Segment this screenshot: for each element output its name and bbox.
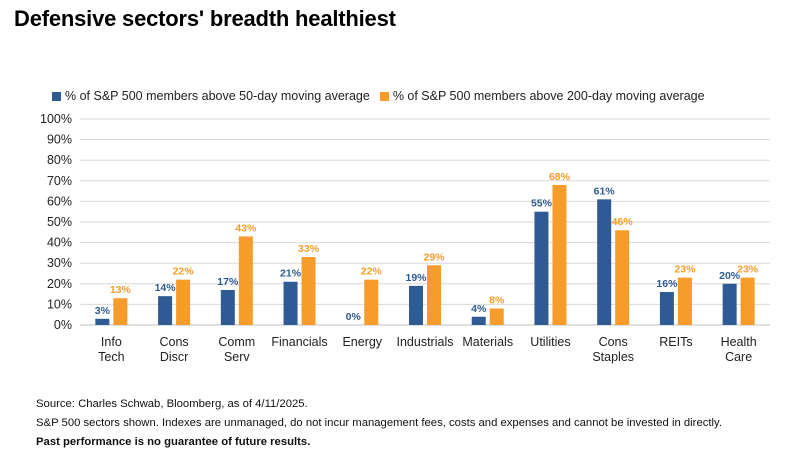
bar-50day (659, 292, 674, 325)
x-tick-label: Financials (271, 335, 327, 349)
y-tick-label: 40% (47, 236, 72, 250)
x-tick-label: Cons (159, 335, 188, 349)
data-label-200day: 23% (737, 264, 759, 276)
x-tick-label: REITs (659, 335, 692, 349)
data-label-200day: 68% (549, 171, 571, 183)
bar-50day (534, 211, 549, 325)
chart-legend: % of S&P 500 members above 50-day moving… (52, 89, 715, 103)
data-label-50day: 16% (656, 278, 678, 290)
y-tick-label: 0% (54, 318, 72, 332)
disclaimer-note: S&P 500 sectors shown. Indexes are unman… (36, 417, 722, 429)
x-tick-label: Staples (592, 350, 634, 364)
bar-200day (364, 279, 379, 325)
data-label-50day: 17% (217, 276, 239, 288)
data-label-50day: 4% (471, 303, 487, 315)
bar-200day (677, 277, 692, 325)
chart-title: Defensive sectors' breadth healthiest (14, 6, 396, 31)
x-tick-label: Health (721, 335, 757, 349)
legend-item-50day: % of S&P 500 members above 50-day moving… (52, 89, 370, 103)
data-label-200day: 33% (298, 243, 320, 255)
bar-50day (409, 285, 423, 325)
y-tick-label: 30% (47, 256, 72, 270)
data-label-50day: 3% (95, 305, 111, 317)
legend-label-50day: % of S&P 500 members above 50-day moving… (65, 89, 370, 103)
x-tick-label: Cons (599, 335, 628, 349)
x-tick-label: Info (101, 335, 122, 349)
bar-200day (238, 236, 253, 325)
chart-notes: Source: Charles Schwab, Bloomberg, as of… (36, 395, 722, 452)
data-label-50day: 55% (531, 198, 553, 210)
legend-item-200day: % of S&P 500 members above 200-day movin… (379, 89, 705, 103)
data-label-200day: 43% (235, 222, 257, 234)
legend-label-200day: % of S&P 500 members above 200-day movin… (392, 89, 705, 103)
data-label-50day: 14% (155, 282, 177, 294)
bar-50day (283, 281, 298, 325)
x-tick-label: Discr (160, 350, 188, 364)
data-label-50day: 61% (594, 185, 616, 197)
x-tick-label: Care (725, 350, 752, 364)
data-label-50day: 20% (719, 270, 741, 282)
bar-50day (220, 289, 235, 325)
bar-200day (301, 257, 316, 325)
bar-50day (597, 199, 612, 325)
data-label-50day: 19% (405, 272, 427, 284)
bar-50day (722, 283, 737, 325)
y-tick-label: 80% (47, 153, 72, 167)
data-label-200day: 8% (489, 295, 505, 307)
y-tick-label: 20% (47, 277, 72, 291)
y-tick-label: 60% (47, 194, 72, 208)
data-label-200day: 29% (423, 251, 445, 263)
y-tick-label: 50% (47, 215, 72, 229)
bar-200day (552, 184, 567, 325)
bar-chart: 0% 10% 20% 30% 40% 50% 60% 70% 80% 90% 100% 3% 13% In… (40, 112, 770, 364)
data-label-200day: 23% (674, 264, 696, 276)
data-label-200day: 22% (173, 266, 195, 278)
y-tick-label: 70% (47, 174, 72, 188)
bar-200day (176, 279, 191, 325)
data-label-50day: 0% (346, 311, 362, 323)
bar-50day (471, 316, 486, 325)
x-tick-label: Industrials (397, 335, 454, 349)
bar-50day (158, 296, 173, 325)
y-tick-label: 10% (47, 297, 72, 311)
legend-swatch-50day (52, 91, 61, 101)
x-tick-label: Serv (224, 350, 250, 364)
data-label-200day: 13% (110, 284, 132, 296)
source-note: Source: Charles Schwab, Bloomberg, as of… (36, 398, 308, 410)
past-performance-note: Past performance is no guarantee of futu… (36, 436, 311, 448)
bar-200day (113, 298, 128, 325)
bar-200day (615, 230, 630, 325)
data-label-200day: 46% (612, 216, 634, 228)
data-label-50day: 21% (280, 268, 302, 280)
bar-200day (740, 277, 755, 325)
y-tick-label: 90% (47, 133, 72, 147)
x-tick-label: Tech (98, 350, 124, 364)
x-tick-label: Energy (342, 335, 382, 349)
bar-200day (427, 265, 441, 325)
y-tick-label: 100% (40, 112, 72, 126)
x-tick-label: Materials (462, 335, 513, 349)
data-label-200day: 22% (361, 266, 383, 278)
bar-200day (489, 308, 504, 325)
bar-50day (95, 318, 110, 325)
x-tick-label: Comm (218, 335, 255, 349)
x-tick-label: Utilities (530, 335, 570, 349)
legend-swatch-200day (379, 91, 389, 101)
